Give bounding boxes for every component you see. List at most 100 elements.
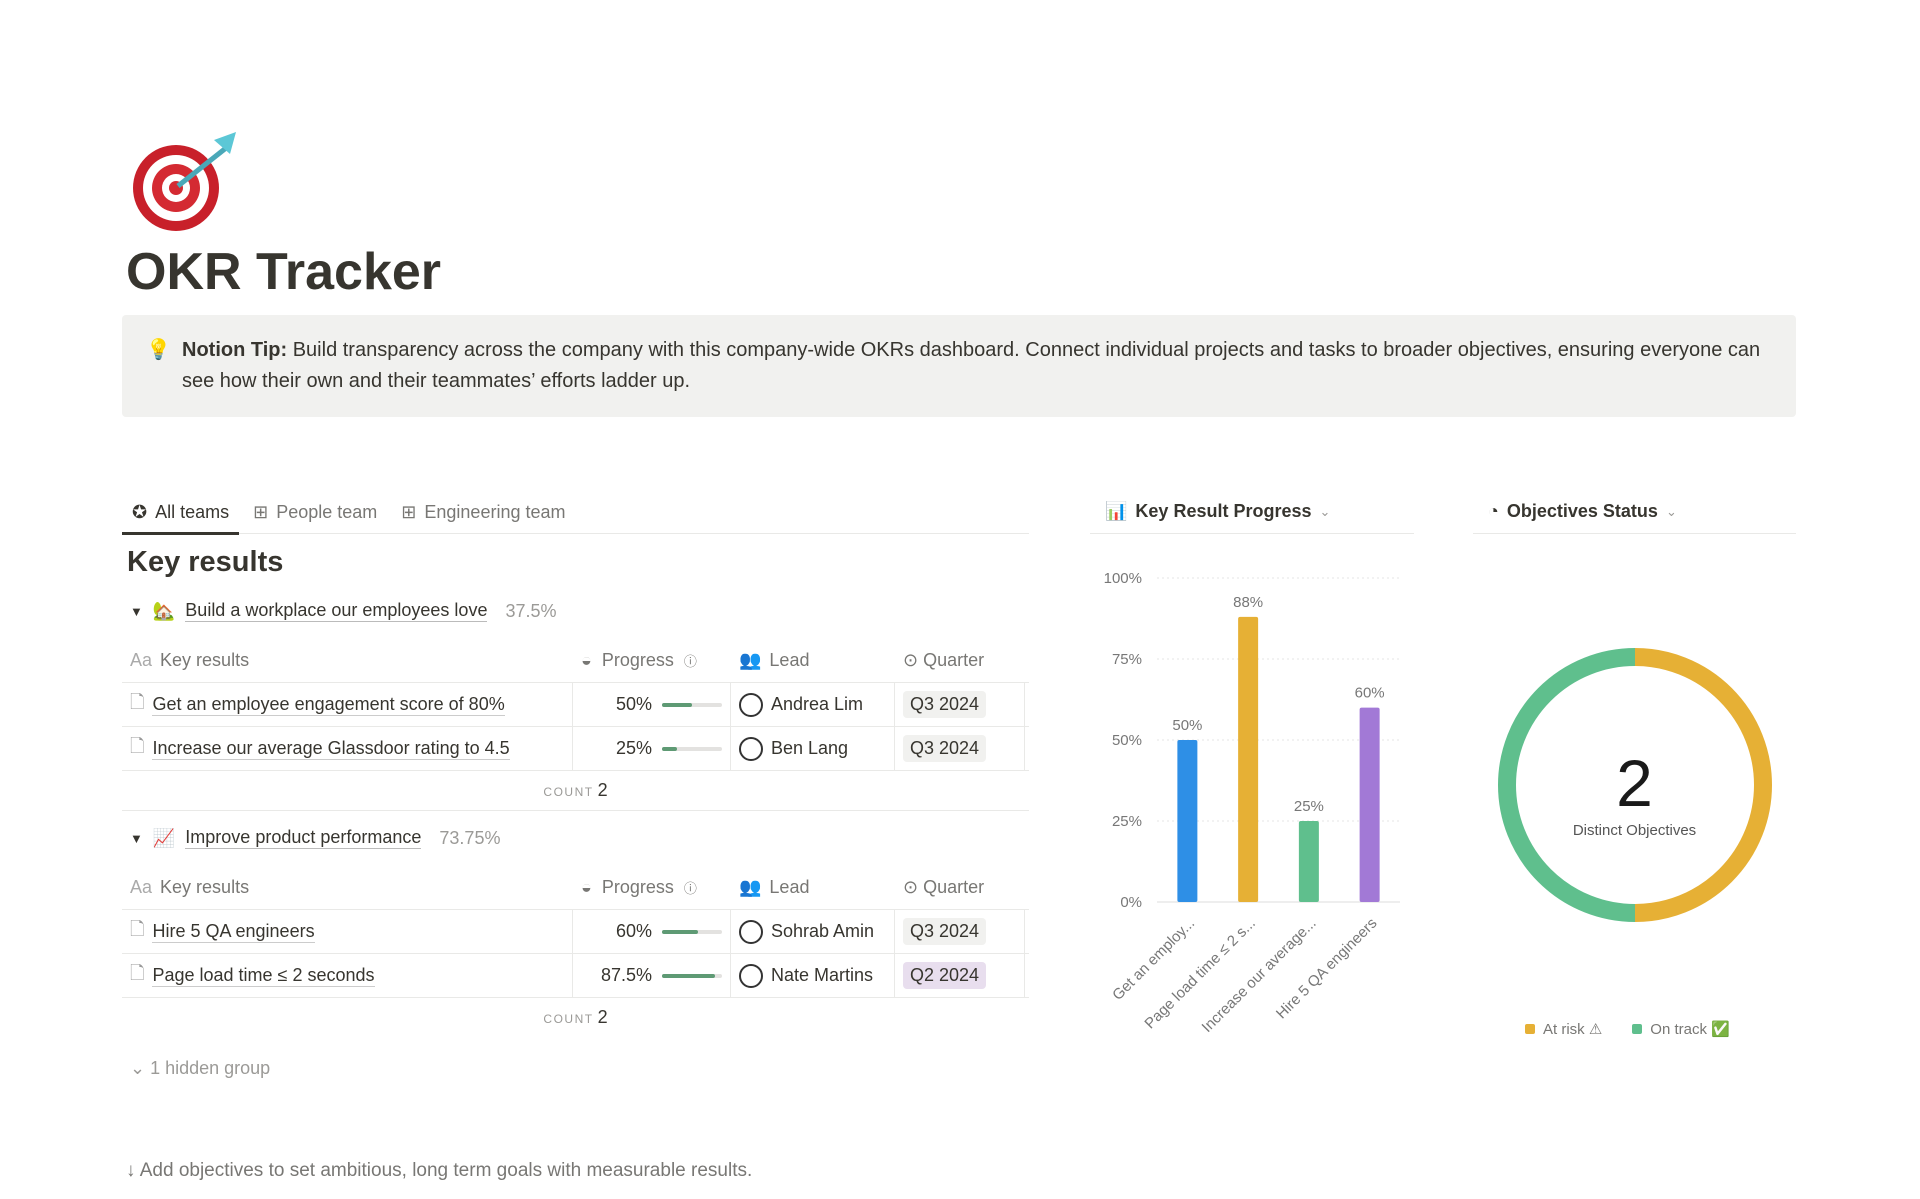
legend-label: At risk ⚠ (1543, 1021, 1603, 1038)
bar-chart-icon: 📊 (1105, 501, 1128, 521)
objective-percent: 37.5% (505, 600, 557, 621)
column-header-key-results[interactable]: Aa Key results (122, 639, 573, 682)
notion-tip-callout: 💡 Notion Tip: Build transparency across … (122, 315, 1796, 417)
table-row[interactable]: 🗋 Increase our average Glassdoor rating t… (122, 727, 1029, 771)
progress-value: 87.5% (600, 965, 652, 985)
donut-slice (1634, 648, 1772, 922)
chart-title: Objectives Status (1506, 501, 1658, 521)
formula-icon: ◒ (581, 650, 592, 670)
callout-bold: Notion Tip: (182, 339, 288, 361)
bar (1238, 616, 1259, 902)
objective-name[interactable]: Improve product performance (185, 827, 422, 849)
tab-people-team[interactable]: ⊞ People team (243, 490, 387, 534)
tab-all-teams[interactable]: ✪ All teams (122, 490, 240, 535)
tab-label: All teams (155, 501, 230, 522)
chart-header-key-result-progress[interactable]: 📊 Key Result Progress ⌄ (1090, 490, 1414, 534)
chart-title: Key Result Progress (1135, 501, 1312, 521)
select-icon: ⊙ (903, 650, 919, 670)
column-header-lead[interactable]: 👥 Lead (731, 866, 895, 909)
column-label: Quarter (923, 877, 985, 897)
objective-emoji: 🏡 (152, 600, 176, 621)
lead-name[interactable]: Ben Lang (771, 738, 849, 758)
quarter-tag: Q3 2024 (903, 735, 987, 762)
progress-value: 60% (615, 921, 652, 941)
caret-down-icon[interactable]: ▼ (130, 830, 143, 846)
legend-swatch (1525, 1024, 1535, 1034)
column-header-key-results[interactable]: Aa Key results (122, 866, 573, 909)
column-label: Lead (769, 650, 810, 670)
chevron-down-icon: ⌄ (1319, 503, 1331, 519)
avatar (739, 736, 763, 761)
column-label: Progress (601, 877, 674, 897)
table-row[interactable]: 🗋 Hire 5 QA engineers 60% Sohrab Amin Q3 … (122, 910, 1029, 954)
bar (1359, 707, 1380, 902)
legend-label: On track ✅ (1650, 1021, 1730, 1038)
column-label: Quarter (923, 650, 985, 670)
hidden-group-toggle[interactable]: ⌄ 1 hidden group (130, 1058, 270, 1079)
donut-center-label: Distinct Objectives (1572, 822, 1697, 839)
objective-group-header[interactable]: ▼ 📈 Improve product performance 73.75% (130, 827, 500, 849)
table-row[interactable]: 🗋 Page load time ≤ 2 seconds 87.5% Nate M… (122, 954, 1029, 998)
chevron-down-icon: ⌄ (130, 1058, 151, 1078)
column-header-quarter[interactable]: ⊙ Quarter (895, 639, 1025, 682)
donut-legend: At risk ⚠ On track ✅ (1525, 1020, 1730, 1038)
quarter-tag: Q2 2024 (903, 962, 987, 989)
y-tick-label: 100% (1104, 570, 1142, 587)
data-label: 50% (1172, 717, 1202, 734)
formula-icon: ◒ (581, 877, 592, 897)
table-row[interactable]: 🗋 Get an employee engagement score of 80%… (122, 683, 1029, 727)
pie-chart-icon: ◔ (1488, 501, 1499, 521)
data-label: 25% (1294, 798, 1324, 815)
key-result-title[interactable]: Increase our average Glassdoor rating to… (152, 737, 510, 760)
view-tabs: ✪ All teams ⊞ People team ⊞ Engineering tea… (122, 490, 1029, 535)
bar (1177, 740, 1198, 902)
lightbulb-icon: 💡 (146, 339, 171, 361)
x-tick-label: Page load time ≤ 2 s... (1141, 915, 1258, 1032)
column-header-lead[interactable]: 👥 Lead (731, 639, 895, 682)
column-header-quarter[interactable]: ⊙ Quarter (895, 866, 1025, 909)
lead-name[interactable]: Andrea Lim (771, 694, 864, 714)
key-results-table: Aa Key results ◒ Progress ⓘ 👥 Lead ⊙ Quarter… (122, 866, 1029, 998)
y-tick-label: 0% (1120, 894, 1142, 911)
chart-header-objectives-status[interactable]: ◔ Objectives Status ⌄ (1473, 490, 1796, 534)
objective-group-header[interactable]: ▼ 🏡 Build a workplace our employees love… (130, 600, 557, 622)
progress-value: 50% (615, 694, 652, 714)
progress-bar (662, 973, 722, 978)
legend-swatch (1632, 1024, 1643, 1034)
tab-label: Engineering team (424, 501, 566, 522)
table-icon: ⊞ (401, 501, 417, 522)
progress-bar (662, 929, 722, 934)
count-value: 2 (597, 1007, 608, 1027)
star-circle-icon: ✪ (132, 501, 148, 522)
count-label: COUNT (543, 785, 594, 799)
key-result-title[interactable]: Page load time ≤ 2 seconds (152, 964, 375, 987)
key-result-title[interactable]: Hire 5 QA engineers (152, 920, 315, 943)
x-tick-label: Increase our average... (1199, 915, 1320, 1036)
quarter-tag: Q3 2024 (903, 691, 987, 718)
key-result-title[interactable]: Get an employee engagement score of 80% (152, 693, 505, 716)
table-icon: ⊞ (253, 501, 269, 522)
column-label: Key results (160, 650, 250, 670)
tab-engineering-team[interactable]: ⊞ Engineering team (391, 490, 575, 534)
hidden-group-label: 1 hidden group (150, 1058, 271, 1078)
objective-percent: 73.75% (439, 827, 501, 848)
column-label: Key results (160, 877, 250, 897)
progress-bar (662, 702, 722, 707)
page-icon: 🗋 (130, 691, 145, 712)
bar (1298, 821, 1319, 902)
lead-name[interactable]: Nate Martins (771, 965, 874, 985)
y-tick-label: 25% (1112, 813, 1142, 830)
column-header-progress[interactable]: ◒ Progress ⓘ (573, 639, 731, 682)
table-header-row: Aa Key results ◒ Progress ⓘ 👥 Lead ⊙ Quarter (122, 866, 1029, 910)
count-label: COUNT (543, 1012, 594, 1026)
caret-down-icon[interactable]: ▼ (130, 603, 143, 619)
legend-item-on-track: On track ✅ (1632, 1020, 1730, 1038)
data-label: 60% (1355, 685, 1385, 702)
info-icon: ⓘ (683, 654, 697, 669)
group-count: COUNT 2 (122, 780, 1029, 801)
section-title: Key results (127, 546, 284, 578)
objective-name[interactable]: Build a workplace our employees love (185, 600, 488, 622)
lead-name[interactable]: Sohrab Amin (771, 921, 875, 941)
column-header-progress[interactable]: ◒ Progress ⓘ (573, 866, 731, 909)
donut-slice (1498, 648, 1636, 922)
